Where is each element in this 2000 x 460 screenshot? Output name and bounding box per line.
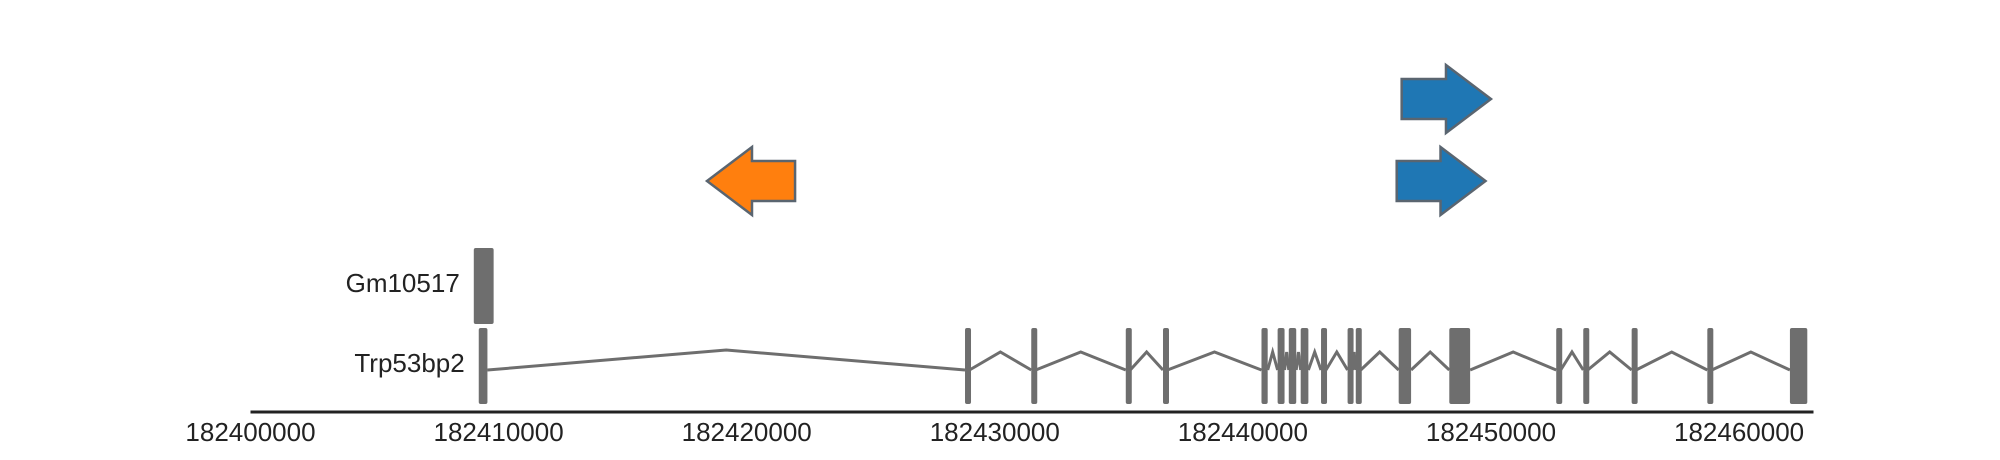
intron-connector — [487, 348, 966, 372]
exon-block — [1288, 328, 1297, 404]
genomic-axis: 182400000 182410000 182420000 182430000 1824… — [185, 410, 1814, 447]
intron-connector — [1559, 349, 1585, 371]
gene-trp53bp2: Trp53bp2 — [354, 328, 1808, 404]
exon-block — [473, 248, 494, 324]
plus-strand-arrow-lower — [1395, 144, 1488, 218]
exon-block — [1300, 328, 1309, 404]
gene-gm10517: Gm10517 — [346, 248, 494, 324]
exon-block — [1631, 328, 1638, 404]
exon-block — [1277, 328, 1285, 404]
intron-connector — [1294, 351, 1303, 371]
exon-block — [1707, 328, 1714, 404]
exon-block — [1449, 328, 1471, 404]
exon-block — [1261, 328, 1268, 404]
exon-block — [1398, 328, 1412, 404]
axis-tick-label: 182420000 — [682, 417, 812, 447]
intron-connector — [1129, 349, 1165, 372]
exon-block — [1162, 328, 1169, 404]
intron-connector — [1266, 346, 1280, 371]
exon-block — [478, 328, 488, 404]
axis-tick-label: 182400000 — [185, 417, 315, 447]
exon-block — [1355, 328, 1362, 404]
gene-label: Gm10517 — [346, 268, 460, 298]
exon-block — [1031, 328, 1038, 404]
exon-block — [965, 328, 972, 404]
minus-strand-arrow — [704, 144, 797, 218]
intron-connector — [1410, 349, 1451, 372]
intron-connector — [1035, 350, 1127, 372]
strand-arrows — [704, 62, 1494, 218]
intron-connector — [1586, 350, 1633, 372]
intron-connector — [1166, 350, 1263, 372]
axis-tick-label: 182440000 — [1178, 417, 1308, 447]
intron-connector — [1324, 349, 1349, 371]
plus-strand-arrow-upper — [1400, 62, 1494, 136]
exon-block — [1125, 328, 1132, 404]
axis-tick-label: 182460000 — [1674, 417, 1804, 447]
exon-block — [1556, 328, 1563, 404]
axis-tick-label: 182410000 — [434, 417, 564, 447]
intron-connector — [1283, 351, 1291, 371]
gene-models: Gm10517 Trp53bp2 — [346, 248, 1808, 404]
axis-tick-label: 182430000 — [930, 417, 1060, 447]
axis-tick-label: 182450000 — [1426, 417, 1556, 447]
intron-connector — [1359, 349, 1400, 372]
intron-connector — [1635, 350, 1708, 372]
intron-connector — [1306, 347, 1323, 371]
exon-block — [1321, 328, 1328, 404]
gene-label: Trp53bp2 — [354, 348, 464, 378]
intron-connector — [1469, 350, 1557, 372]
intron-connector — [1711, 350, 1791, 372]
intron-connector — [968, 350, 1033, 372]
exon-block — [1789, 328, 1808, 404]
exon-block — [1347, 328, 1354, 404]
exon-block — [1583, 328, 1590, 404]
